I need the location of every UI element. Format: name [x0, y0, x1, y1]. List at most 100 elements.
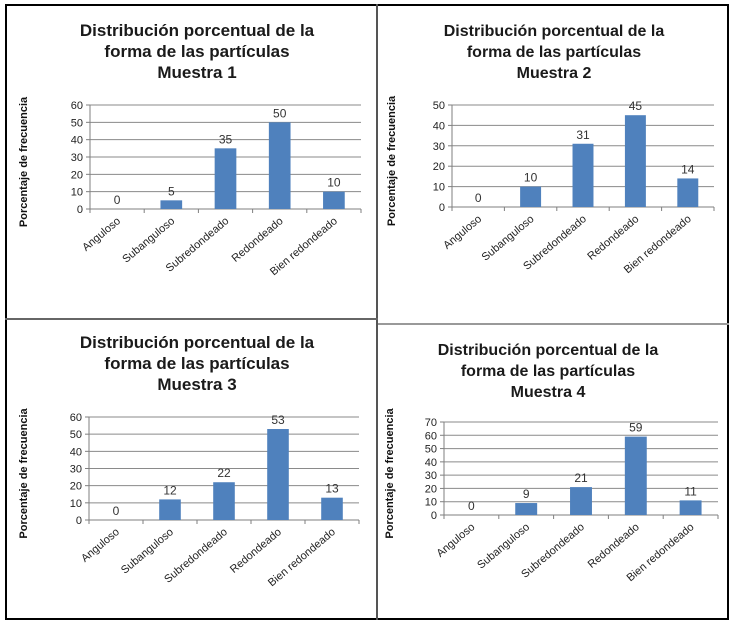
y-tick-label: 10: [433, 182, 445, 194]
data-label: 59: [629, 421, 643, 435]
data-label: 11: [684, 484, 697, 498]
data-label: 31: [576, 128, 590, 142]
data-label: 45: [629, 99, 643, 113]
category-label: Redondeado: [230, 215, 286, 265]
bar: [572, 143, 594, 207]
y-tick-label: 30: [71, 152, 83, 164]
category-label: Redondeado: [585, 213, 641, 263]
chart-panel-muestra-2: Distribución porcentual de la forma de la…: [378, 6, 727, 323]
data-label: 0: [114, 193, 121, 207]
category-label: Anguloso: [434, 521, 477, 560]
category-label: Subanguloso: [480, 213, 537, 263]
bar: [624, 436, 647, 515]
chart-title-line: Distribución porcentual de la: [80, 21, 315, 40]
bar-chart-muestra-4: Distribución porcentual de la forma de la…: [384, 342, 719, 584]
data-label: 22: [217, 466, 231, 480]
vertical-divider: [376, 4, 378, 620]
chart-title-line: forma de las partículas: [467, 44, 641, 61]
y-tick-label: 0: [439, 202, 445, 214]
bar: [515, 503, 538, 515]
bar: [323, 191, 345, 209]
chart-title-line: forma de las partículas: [104, 354, 289, 373]
y-tick-label: 50: [433, 100, 445, 112]
y-tick-label: 40: [70, 446, 82, 458]
data-label: 13: [325, 482, 339, 496]
bar: [677, 178, 699, 207]
y-tick-label: 40: [71, 135, 83, 147]
data-label: 53: [271, 413, 285, 427]
data-label: 10: [327, 176, 341, 190]
category-label: Redondeado: [586, 521, 642, 571]
bar: [267, 429, 289, 520]
y-tick-label: 60: [70, 412, 82, 424]
data-label: 0: [113, 504, 120, 518]
y-tick-label: 20: [433, 161, 445, 173]
horizontal-divider-left: [5, 318, 378, 320]
y-tick-label: 20: [70, 481, 82, 493]
chart-panel-muestra-3: Distribución porcentual de la forma de la…: [7, 320, 376, 618]
category-label: Subanguloso: [475, 521, 532, 571]
chart-title-line: Muestra 2: [517, 65, 592, 82]
bar: [213, 482, 235, 520]
bar: [321, 497, 343, 520]
category-label: Subanguloso: [120, 215, 177, 265]
y-axis-label: Porcentaje de frecuencia: [384, 408, 396, 539]
bar: [570, 487, 592, 515]
bar-chart-muestra-1: Distribución porcentual de la forma de la…: [18, 21, 362, 278]
bar: [159, 499, 181, 520]
chart-title-line: forma de las partículas: [104, 42, 289, 61]
y-tick-label: 40: [425, 457, 437, 469]
bar: [214, 148, 237, 209]
chart-title-line: Distribución porcentual de la: [444, 23, 665, 40]
y-tick-label: 0: [431, 510, 437, 522]
chart-title-line: Distribución porcentual de la: [438, 342, 659, 359]
y-axis-label: Porcentaje de frecuencia: [18, 408, 30, 539]
data-label: 21: [574, 471, 588, 485]
y-tick-label: 30: [433, 141, 445, 153]
category-label: Redondeado: [228, 526, 284, 576]
chart-panel-muestra-1: Distribución porcentual de la forma de la…: [7, 6, 376, 318]
y-tick-label: 30: [425, 470, 437, 482]
chart-title-line: Muestra 3: [157, 375, 236, 394]
bar-chart-muestra-3: Distribución porcentual de la forma de la…: [18, 333, 360, 589]
y-tick-label: 10: [425, 497, 437, 509]
bar-chart-muestra-2: Distribución porcentual de la forma de la…: [386, 23, 715, 276]
y-tick-label: 50: [71, 117, 83, 129]
data-label: 12: [163, 483, 177, 497]
y-tick-label: 50: [70, 429, 82, 441]
chart-title-line: Muestra 1: [157, 63, 236, 82]
data-label: 50: [273, 106, 287, 120]
data-label: 9: [523, 487, 530, 501]
y-tick-label: 20: [425, 483, 437, 495]
chart-panel-muestra-4: Distribución porcentual de la forma de la…: [378, 325, 727, 618]
y-tick-label: 10: [70, 498, 82, 510]
y-tick-label: 20: [71, 169, 83, 181]
chart-title-line: Muestra 4: [511, 384, 586, 401]
y-tick-label: 50: [425, 444, 437, 456]
data-label: 5: [168, 184, 175, 198]
chart-title-line: Distribución porcentual de la: [80, 333, 315, 352]
bar: [679, 500, 702, 515]
bar: [624, 115, 646, 207]
y-tick-label: 10: [71, 187, 83, 199]
data-label: 0: [475, 191, 482, 205]
horizontal-divider-right: [378, 323, 729, 325]
y-tick-label: 60: [71, 100, 83, 112]
bar: [520, 186, 542, 207]
y-tick-label: 0: [77, 204, 83, 216]
data-label: 35: [219, 132, 233, 146]
y-tick-label: 40: [433, 120, 445, 132]
bar: [268, 122, 291, 209]
category-label: Anguloso: [441, 213, 484, 252]
y-axis-label: Porcentaje de frecuencia: [18, 96, 30, 227]
data-label: 14: [681, 162, 695, 176]
y-tick-label: 70: [425, 417, 437, 429]
y-tick-label: 30: [70, 464, 82, 476]
y-tick-label: 0: [76, 515, 82, 527]
data-label: 10: [524, 171, 538, 185]
y-tick-label: 60: [425, 430, 437, 442]
category-label: Subanguloso: [119, 526, 176, 576]
category-label: Anguloso: [80, 215, 123, 254]
data-label: 0: [468, 499, 475, 513]
y-axis-label: Porcentaje de frecuencia: [386, 95, 398, 226]
